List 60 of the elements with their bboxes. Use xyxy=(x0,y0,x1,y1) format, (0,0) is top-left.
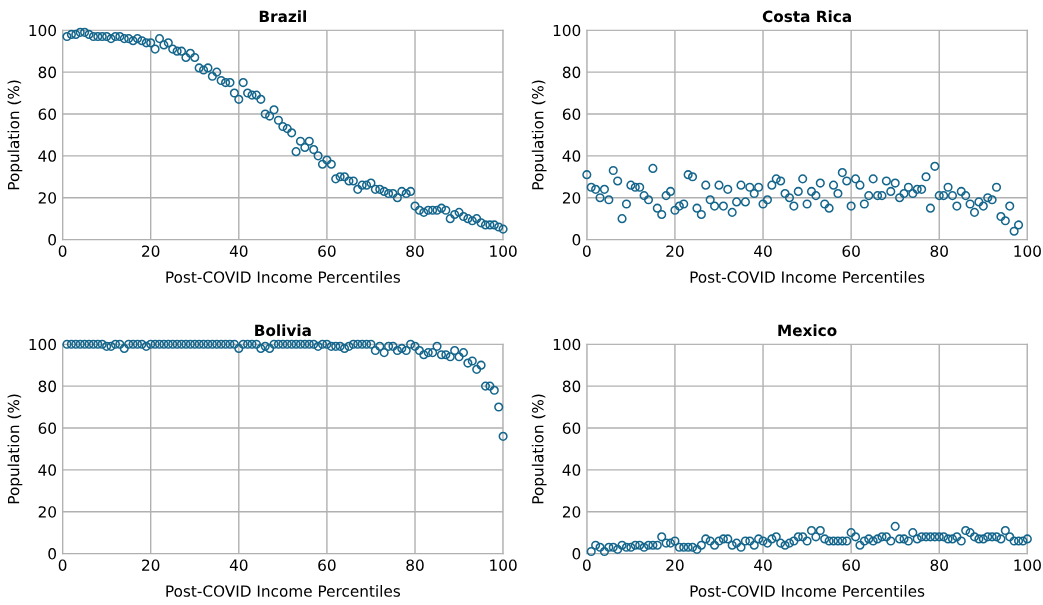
x-tick-label: 80 xyxy=(406,559,424,571)
x-tick-label: 0 xyxy=(582,559,591,571)
y-tick-label: 0 xyxy=(572,234,581,246)
x-axis-title: Post-COVID Income Percentiles xyxy=(166,271,401,283)
y-tick-label: 60 xyxy=(38,108,57,120)
y-axis-title: Population (%) xyxy=(531,80,547,190)
y-tick-label: 80 xyxy=(562,66,581,79)
y-tick-label: 20 xyxy=(562,506,581,518)
y-tick-label: 80 xyxy=(562,380,581,393)
chart-title: Brazil xyxy=(259,10,306,23)
x-tick-label: 80 xyxy=(406,245,424,257)
x-tick-label: 20 xyxy=(142,559,160,571)
x-tick-label: 40 xyxy=(754,245,772,257)
x-tick-label: 100 xyxy=(1014,245,1041,257)
y-tick-label: 60 xyxy=(562,108,581,120)
y-tick-label: 0 xyxy=(48,548,57,560)
y-tick-label: 0 xyxy=(48,234,57,246)
x-tick-label: 0 xyxy=(58,245,67,257)
x-tick-label: 60 xyxy=(318,245,336,257)
x-tick-label: 20 xyxy=(666,245,684,257)
x-axis-title: Post-COVID Income Percentiles xyxy=(690,271,925,283)
x-tick-label: 60 xyxy=(842,245,860,257)
y-tick-label: 20 xyxy=(38,192,57,204)
y-tick-label: 40 xyxy=(562,464,581,476)
y-tick-label: 80 xyxy=(38,66,57,79)
y-tick-label: 40 xyxy=(38,464,57,476)
x-tick-label: 80 xyxy=(930,245,948,257)
y-tick-label: 100 xyxy=(553,338,581,351)
y-tick-label: 40 xyxy=(562,150,581,162)
x-tick-label: 20 xyxy=(666,559,684,571)
x-tick-label: 40 xyxy=(229,245,248,257)
y-tick-label: 80 xyxy=(38,380,57,393)
x-tick-label: 60 xyxy=(842,559,860,571)
x-axis-title: Post-COVID Income Percentiles xyxy=(166,585,401,597)
chart-title: Bolivia xyxy=(255,324,311,337)
x-tick-label: 100 xyxy=(490,559,517,571)
x-tick-label: 20 xyxy=(142,245,160,257)
y-axis-title: Population (%) xyxy=(531,394,547,504)
chart-title: Mexico xyxy=(778,324,837,337)
x-tick-label: 40 xyxy=(229,559,248,571)
x-tick-label: 60 xyxy=(318,559,336,571)
y-tick-label: 100 xyxy=(29,24,57,37)
x-axis-title: Post-COVID Income Percentiles xyxy=(690,585,925,597)
y-tick-label: 100 xyxy=(29,338,57,351)
y-tick-label: 60 xyxy=(38,422,57,434)
x-tick-label: 80 xyxy=(930,559,948,571)
y-tick-label: 40 xyxy=(38,150,57,162)
y-tick-label: 100 xyxy=(553,24,581,37)
y-tick-label: 0 xyxy=(572,548,581,560)
x-tick-label: 0 xyxy=(582,245,591,257)
y-axis-title: Population (%) xyxy=(7,394,23,504)
x-tick-label: 0 xyxy=(58,559,67,571)
y-tick-label: 60 xyxy=(562,422,581,434)
x-tick-label: 40 xyxy=(754,559,772,571)
x-tick-label: 100 xyxy=(1014,559,1041,571)
x-tick-label: 100 xyxy=(490,245,517,257)
chart-title: Costa Rica xyxy=(762,10,851,23)
y-tick-label: 20 xyxy=(562,192,581,204)
y-axis-title: Population (%) xyxy=(7,80,23,190)
y-tick-label: 20 xyxy=(38,506,57,518)
